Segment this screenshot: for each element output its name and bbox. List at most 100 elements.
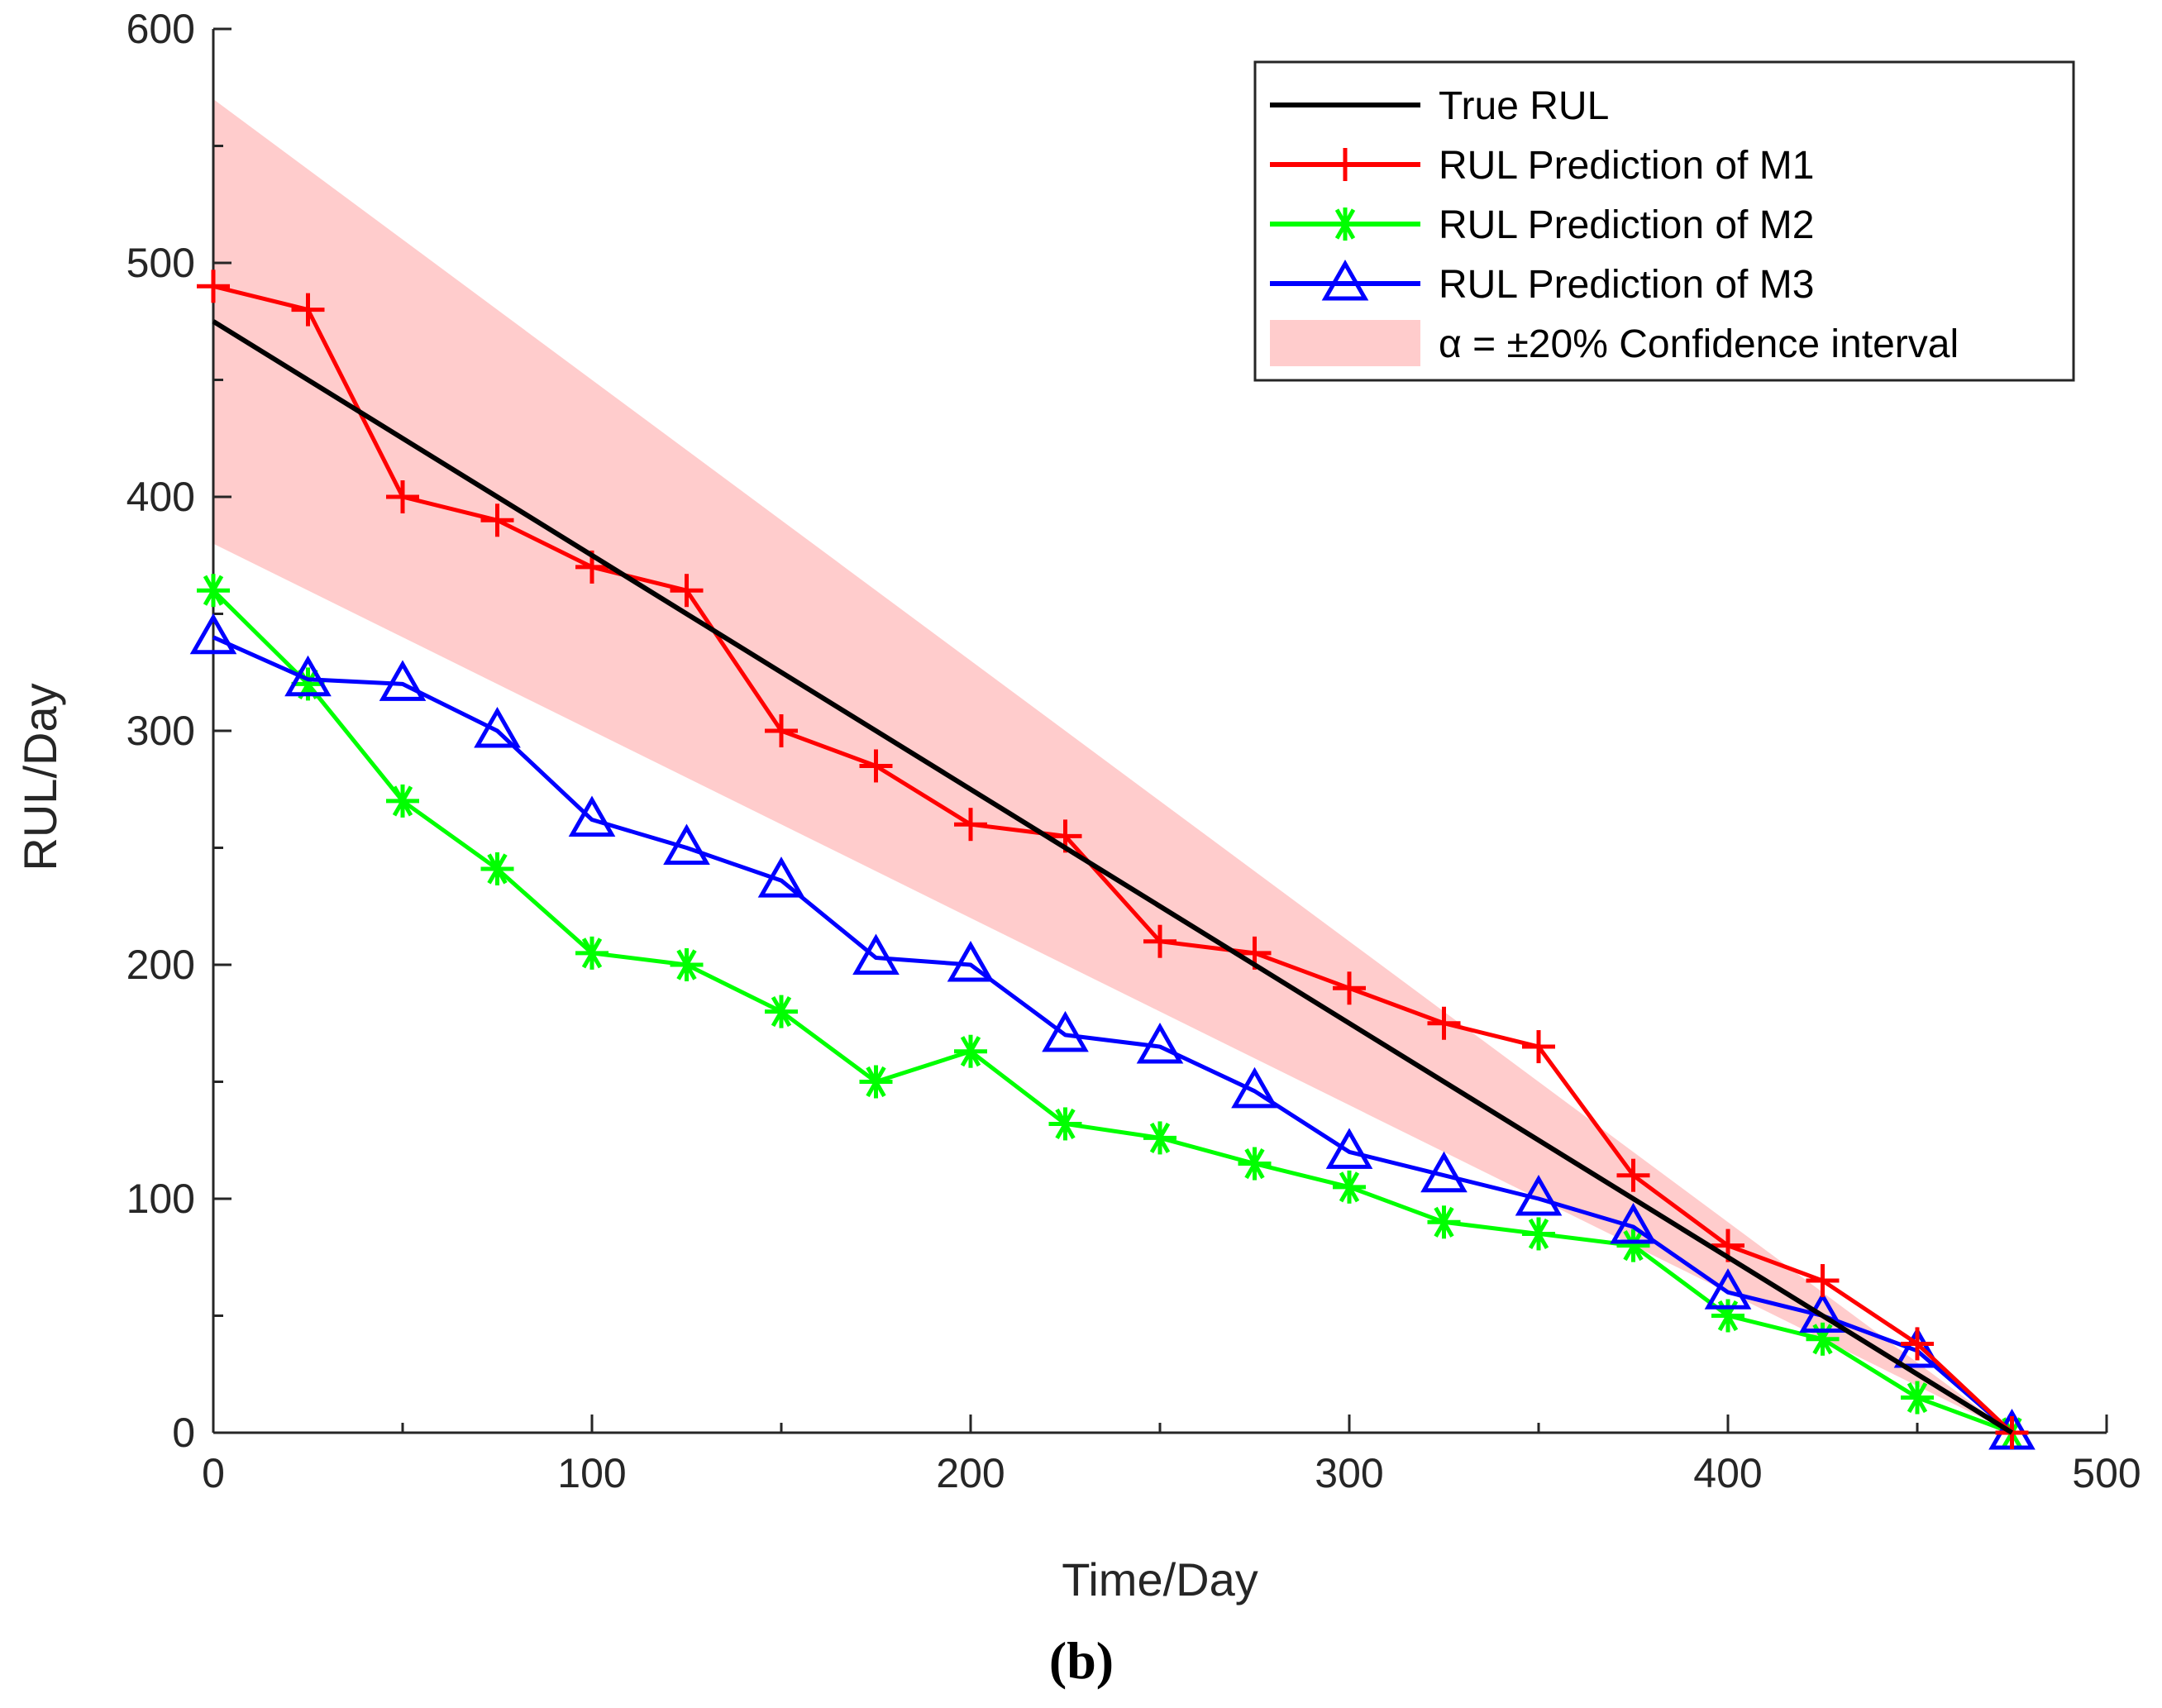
y-axis-label: RUL/Day: [14, 683, 66, 871]
x-axis-label: Time/Day: [1062, 1553, 1258, 1605]
marker-outline: [852, 933, 900, 976]
data-point: [757, 856, 805, 898]
legend-marker: [1329, 148, 1362, 181]
data-point: [1901, 1327, 1934, 1361]
data-point: [379, 660, 427, 701]
data-point: [568, 795, 616, 837]
x-tick-label: 200: [936, 1450, 1005, 1496]
legend-label: RUL Prediction of M3: [1439, 263, 1814, 307]
legend-label: RUL Prediction of M2: [1439, 203, 1814, 247]
series-layer: [189, 270, 2036, 1450]
data-point: [1048, 1107, 1082, 1141]
data-point: [480, 503, 514, 537]
marker-outline: [663, 823, 710, 865]
legend-label: True RUL: [1439, 84, 1609, 128]
confidence-band-layer: [213, 98, 2012, 1433]
marker-outline: [1799, 1291, 1846, 1333]
series-line: [212, 284, 2014, 1434]
data-point: [386, 784, 419, 818]
data-point: [1231, 1066, 1278, 1109]
data-point: [1333, 1170, 1366, 1204]
data-point: [386, 480, 419, 513]
data-point: [852, 933, 900, 976]
marker-outline: [568, 795, 616, 837]
data-point: [1143, 924, 1176, 958]
data-point: [954, 1034, 987, 1068]
data-point: [1893, 1326, 1941, 1368]
data-point: [947, 940, 995, 982]
data-point: [1143, 1121, 1176, 1155]
marker-outline: [1325, 1128, 1373, 1169]
data-point: [1522, 1030, 1555, 1064]
legend-item: RUL Prediction of M1: [1270, 144, 1814, 188]
marker-outline: [1893, 1326, 1941, 1368]
marker-outline: [1515, 1174, 1563, 1216]
marker-outline: [474, 706, 521, 748]
x-tick-label: 300: [1315, 1450, 1383, 1496]
data-point: [480, 852, 514, 885]
data-point: [765, 714, 798, 747]
marker-outline: [1420, 1151, 1468, 1193]
y-tick-label: 400: [126, 474, 195, 520]
data-point: [1522, 1217, 1555, 1251]
marker-outline: [1610, 1202, 1657, 1244]
series-m2: [197, 574, 2029, 1449]
y-tick-label: 500: [126, 240, 195, 286]
y-tick-label: 600: [126, 6, 195, 52]
legend-item: RUL Prediction of M2: [1270, 203, 1814, 247]
series-m1: [197, 270, 2029, 1449]
x-tick-label: 100: [557, 1450, 626, 1496]
marker-outline: [1704, 1268, 1752, 1310]
legend-swatch: [1270, 320, 1420, 366]
legend-item: α = ±20% Confidence interval: [1270, 320, 1959, 366]
marker-outline: [757, 856, 805, 898]
data-point: [1136, 1023, 1184, 1064]
data-point: [474, 706, 521, 748]
marker-outline: [1321, 259, 1369, 301]
data-point: [765, 995, 798, 1028]
legend-item: RUL Prediction of M3: [1270, 259, 1814, 307]
confidence-band: [213, 98, 2012, 1433]
data-point: [575, 936, 609, 970]
marker-outline: [947, 940, 995, 982]
data-point: [1333, 971, 1366, 1005]
y-tick-label: 100: [126, 1176, 195, 1222]
data-point: [189, 613, 237, 655]
data-point: [1427, 1006, 1461, 1040]
legend-label: α = ±20% Confidence interval: [1439, 322, 1959, 366]
data-point: [1427, 1205, 1461, 1239]
x-tick-label: 500: [2072, 1450, 2141, 1496]
data-point: [291, 293, 325, 327]
legend-marker: [1321, 259, 1369, 301]
y-tick-label: 200: [126, 942, 195, 988]
y-tick-label: 300: [126, 708, 195, 754]
data-point: [1806, 1264, 1840, 1298]
legend: True RUL RUL Prediction of M1 RUL Predicti…: [1253, 60, 2075, 382]
data-point: [954, 808, 987, 842]
data-point: [1610, 1202, 1657, 1244]
legend-marker: [1329, 208, 1362, 241]
x-tick-label: 400: [1693, 1450, 1762, 1496]
data-point: [1325, 1128, 1373, 1169]
data-point: [1420, 1151, 1468, 1193]
legend-label: RUL Prediction of M1: [1439, 144, 1814, 188]
data-point: [1616, 1158, 1650, 1192]
data-point: [1515, 1174, 1563, 1216]
axes: 0 100 200 300 400 500 0 100 200 300 400 500 600: [126, 6, 2141, 1496]
data-point: [1042, 1010, 1089, 1052]
marker-outline: [379, 660, 427, 701]
data-point: [197, 574, 230, 608]
data-point: [670, 948, 704, 981]
legend-item: True RUL: [1270, 84, 1609, 128]
data-point: [1711, 1299, 1744, 1333]
data-point: [1704, 1268, 1752, 1310]
data-point: [284, 655, 332, 697]
data-point: [859, 749, 893, 783]
y-tick-label: 0: [172, 1410, 195, 1456]
figure-caption: (b): [1049, 1631, 1114, 1690]
marker-outline: [1042, 1010, 1089, 1052]
series-m3: [189, 613, 2036, 1450]
data-point: [670, 574, 704, 608]
data-point: [663, 823, 710, 865]
